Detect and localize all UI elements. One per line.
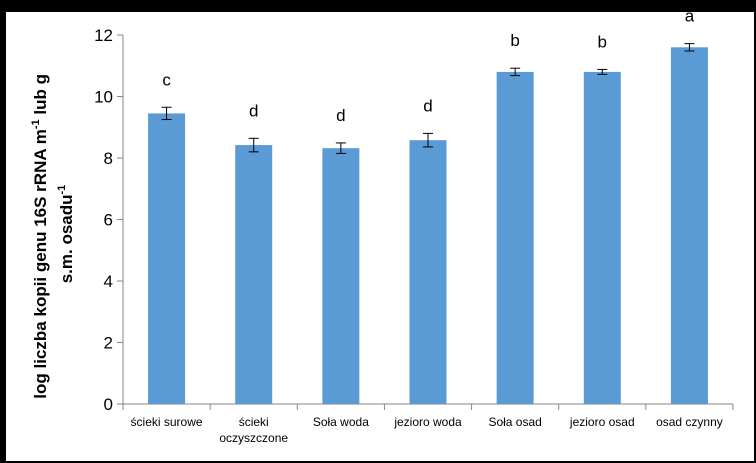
significance-letter: d — [336, 106, 345, 125]
y-tick-labels-layer: 0 2 4 6 8 10 12 — [94, 26, 113, 414]
axes-layer — [117, 34, 734, 410]
error-bar — [423, 132, 433, 148]
category-label: osad czynny — [656, 415, 723, 429]
bar — [235, 145, 273, 404]
error-bar — [684, 43, 695, 52]
y-tick-label: 10 — [94, 88, 113, 107]
y-tick-label: 6 — [104, 211, 113, 230]
bar-chart: c d d d b b a 0 2 4 6 8 10 12 ścieki surowe ścieki ocz… — [30, 12, 734, 445]
y-tick-label: 0 — [104, 395, 113, 414]
y-axis-label-line1: log liczba kopii genu 16S rRNA m-1 lub g — [30, 74, 50, 399]
category-label: Soła woda — [313, 415, 369, 429]
error-bar — [335, 142, 346, 154]
bar — [322, 148, 360, 404]
significance-letter: a — [685, 12, 695, 26]
category-label: ścieki oczyszczone — [219, 415, 288, 445]
y-axis-label-line2: s.m. osadu-1 — [56, 185, 76, 284]
bar — [670, 47, 708, 405]
category-label: Soła osad — [488, 415, 541, 429]
bars-layer — [148, 47, 708, 405]
significance-letter: b — [598, 32, 607, 51]
error-bar — [248, 137, 259, 153]
category-labels-layer: ścieki surowe ścieki oczyszczone Soła woda j… — [131, 415, 723, 445]
bar — [409, 140, 447, 405]
error-bar — [510, 67, 521, 77]
category-label: jezioro woda — [393, 415, 462, 429]
y-tick-label: 12 — [94, 26, 113, 45]
significance-letter: d — [249, 101, 258, 120]
bar — [148, 113, 186, 404]
significance-letters-layer: c d d d b b a — [162, 12, 694, 125]
bar — [583, 71, 621, 405]
error-bar — [597, 68, 608, 75]
significance-letter: d — [423, 96, 432, 115]
y-axis-label: log liczba kopii genu 16S rRNA m-1 lub g… — [30, 69, 76, 398]
error-bar — [161, 106, 172, 121]
category-label: jezioro osad — [569, 415, 635, 429]
y-tick-label: 4 — [104, 272, 113, 291]
y-tick-label: 2 — [104, 334, 113, 353]
y-tick-label: 8 — [104, 149, 113, 168]
category-label: ścieki surowe — [131, 415, 203, 429]
bar — [496, 71, 534, 405]
plot-area: c d d d b b a 0 2 4 6 8 10 12 ścieki surowe ścieki ocz… — [6, 12, 754, 461]
significance-letter: b — [510, 31, 519, 50]
significance-letter: c — [162, 70, 171, 89]
error-bars-layer — [161, 43, 695, 154]
